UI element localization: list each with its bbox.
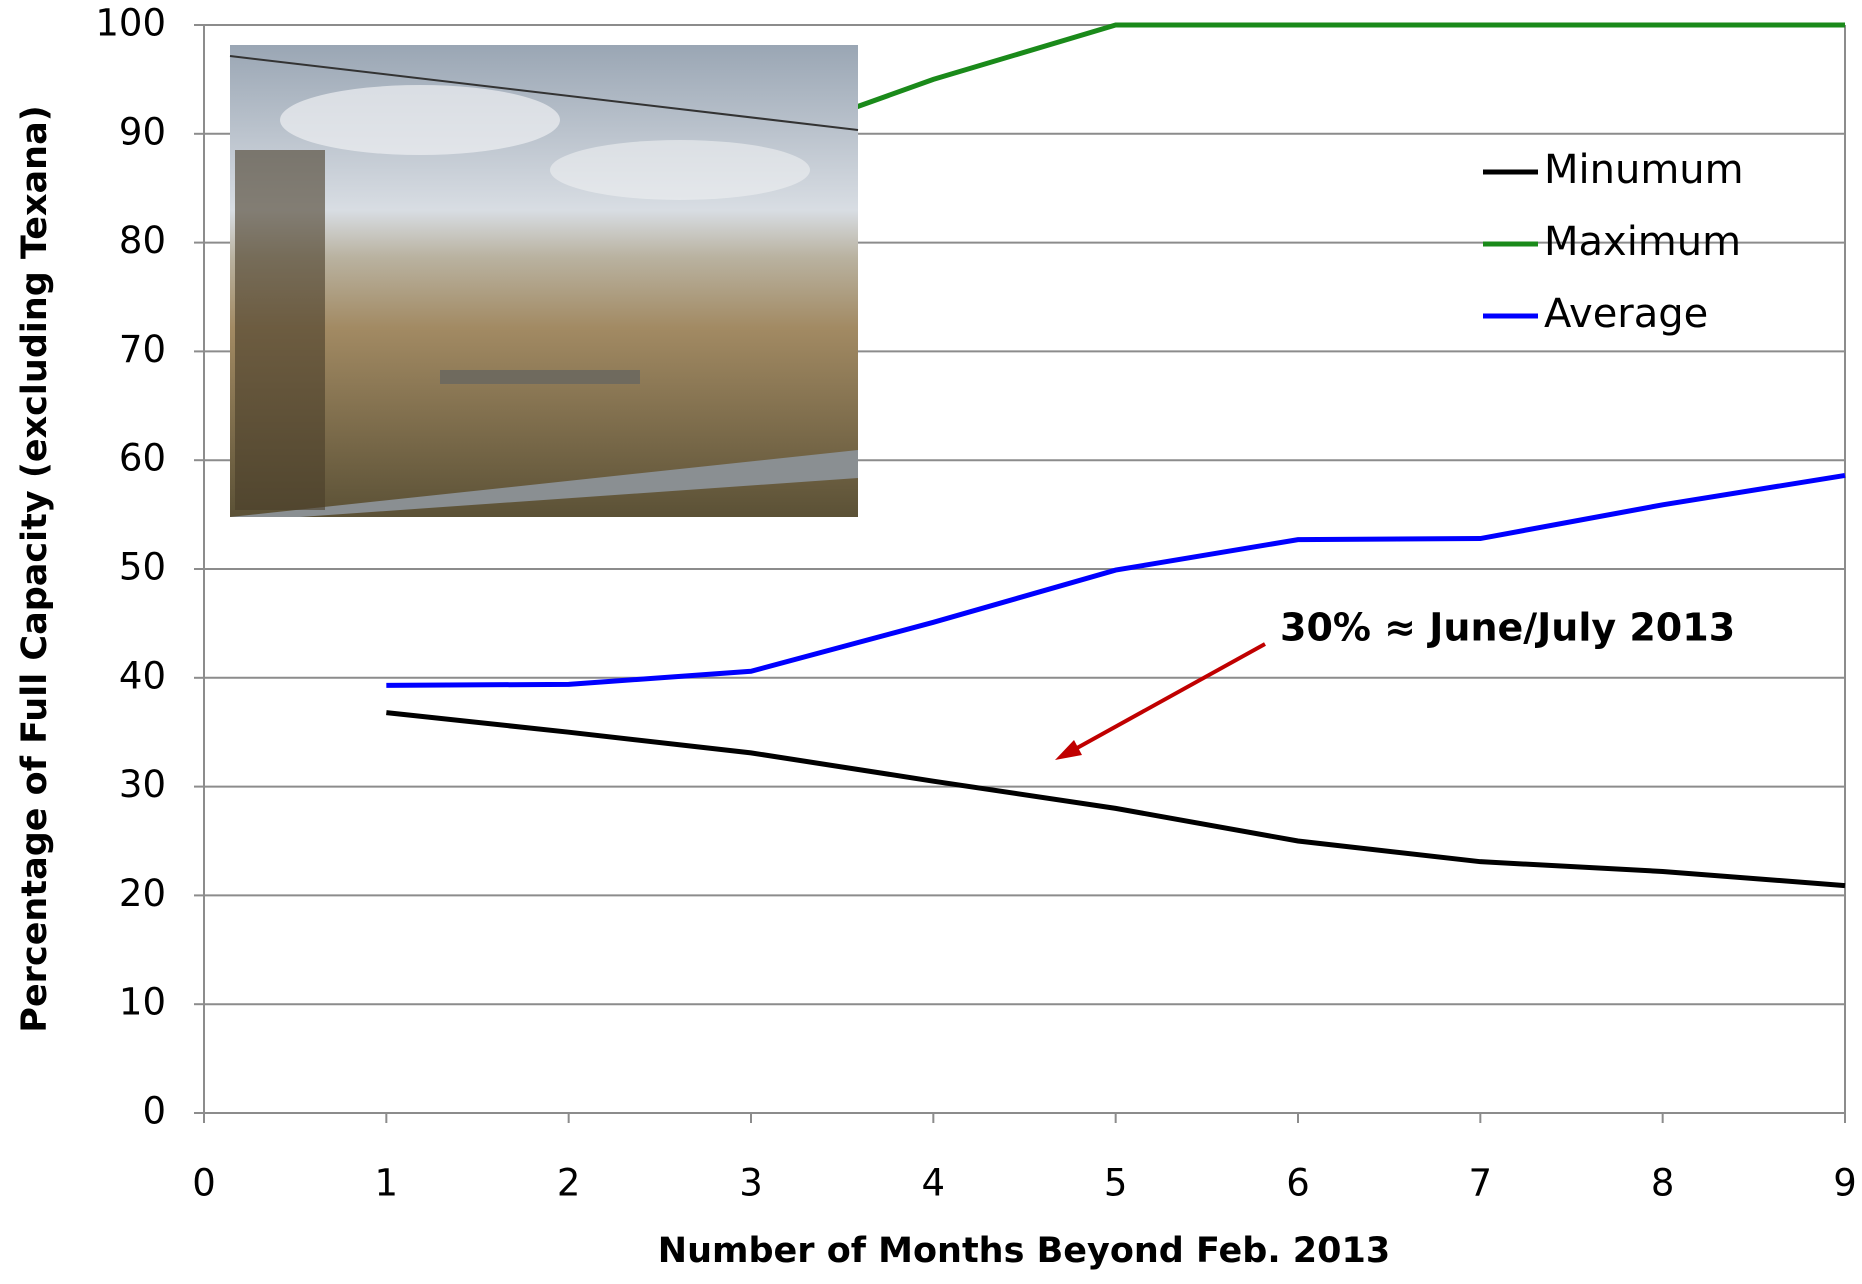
series-line: [386, 713, 1845, 886]
legend-label: Average: [1544, 291, 1708, 337]
legend-label: Minumum: [1544, 147, 1744, 193]
chart: 0 10 20 30 40 50 60 70 80 90 100 0 1 2 3 4 5 6 7 8 9 Number …: [0, 0, 1862, 1280]
y-tick-label: 10: [119, 981, 166, 1024]
y-tick-label: 20: [119, 872, 166, 915]
x-tick-label: 4: [922, 1162, 946, 1205]
series-line: [751, 25, 1845, 145]
x-tick-label: 5: [1104, 1162, 1128, 1205]
annotation: 30% ≈ June/July 2013: [1280, 606, 1735, 650]
photo: [230, 45, 858, 517]
x-tick-label: 7: [1469, 1162, 1493, 1205]
x-tick-label: 9: [1833, 1162, 1857, 1205]
y-tick-label: 30: [119, 763, 166, 806]
x-tick-label: 1: [375, 1162, 399, 1205]
annotation-arrow: [1055, 644, 1265, 760]
x-tick-label: 6: [1286, 1162, 1310, 1205]
y-tick-label: 90: [119, 110, 166, 153]
y-tick-label: 40: [119, 654, 166, 697]
x-tick-label: 3: [739, 1162, 763, 1205]
x-tick-label: 0: [192, 1162, 216, 1205]
y-tick-label: 50: [119, 546, 166, 589]
y-tick-label: 0: [142, 1090, 166, 1133]
y-tick-label: 70: [119, 328, 166, 371]
x-axis-title: Number of Months Beyond Feb. 2013: [658, 1231, 1390, 1271]
x-tick-label: 2: [557, 1162, 581, 1205]
legend-label: Maximum: [1544, 219, 1741, 265]
y-axis-title: Percentage of Full Capacity (excluding T…: [15, 105, 55, 1032]
y-tick-label: 60: [119, 437, 166, 480]
x-tick-label: 8: [1651, 1162, 1675, 1205]
y-tick-label: 80: [119, 219, 166, 262]
y-tick-label: 100: [95, 2, 166, 45]
